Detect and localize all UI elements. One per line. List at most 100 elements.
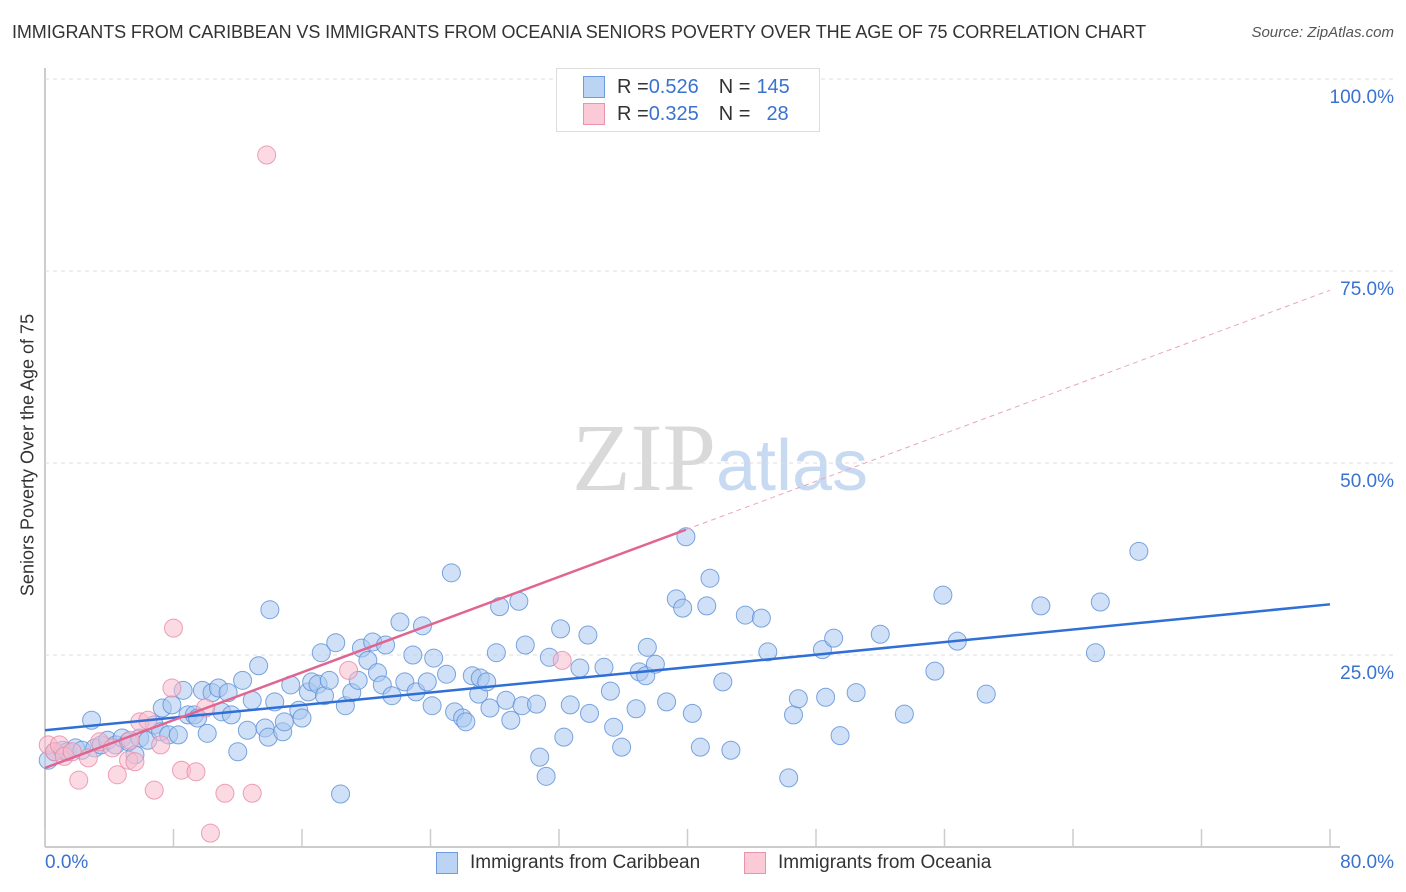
blue-data-point [1085,643,1105,663]
blue-data-point [657,692,677,712]
source-label: Source: ZipAtlas.com [1251,24,1394,41]
blue-data-point [249,656,269,676]
pink-data-point [552,650,572,670]
blue-data-point [673,598,693,618]
n-value: 145 [756,75,790,98]
pink-data-point [200,823,220,843]
blue-data-point [424,648,444,668]
legend-item-oceania: Immigrants from Oceania [744,852,991,874]
blue-data-point [162,695,182,715]
pink-data-point [186,762,206,782]
blue-data-point [758,642,778,662]
pink-data-point [162,678,182,698]
blue-data-point [1031,596,1051,616]
blue-data-point [578,625,598,645]
blue-data-point [530,747,550,767]
blue-data-point [626,699,646,719]
blue-data-point [551,619,571,639]
pink-data-point [257,145,277,165]
n-value: 28 [766,102,789,125]
blue-data-point [721,740,741,760]
blue-data-point [846,683,866,703]
pink-trend-extension [685,289,1331,531]
pink-swatch [583,103,605,125]
blue-data-point [933,585,953,605]
blue-data-point [480,698,500,718]
blue-data-point [311,643,331,663]
blue-data-point [735,605,755,625]
watermark: ZIPatlas [572,404,868,511]
blue-data-point [682,703,702,723]
blue-data-point [637,637,657,657]
blue-data-point [784,705,804,725]
blue-data-point [197,723,217,743]
blue-data-point [441,563,461,583]
blue-data-point [554,727,574,747]
blue-data-point [417,672,437,692]
pink-data-point [125,752,145,772]
legend-label: Immigrants from Oceania [778,852,992,873]
chart-title: IMMIGRANTS FROM CARIBBEAN VS IMMIGRANTS … [12,22,1147,42]
blue-data-point [331,784,351,804]
legend-row-oceania: R = 0.325 N = 28 [583,101,789,127]
blue-data-point [697,596,717,616]
blue-swatch [436,852,458,874]
y-tick-label: 100.0% [1329,87,1394,108]
blue-data-point [228,742,248,762]
blue-data-point [604,717,624,737]
n-label: N = [718,102,751,125]
blue-data-point [274,712,294,732]
blue-data-point [237,720,257,740]
x-tick-label: 80.0% [1340,852,1394,873]
blue-data-point [515,635,535,655]
blue-data-point [1090,592,1110,612]
r-value: 0.325 [648,102,699,125]
blue-data-point [168,725,188,745]
legend-row-caribbean: R = 0.526 N = 145 [583,74,790,100]
pink-data-point [107,765,127,785]
blue-data-point [403,645,423,665]
pink-swatch [744,852,766,874]
y-tick-label: 50.0% [1340,471,1394,492]
blue-data-point [560,695,580,715]
blue-data-point [816,687,836,707]
r-label: R = [617,102,649,125]
blue-data-point [501,710,521,730]
blue-data-point [456,712,476,732]
blue-data-point [870,624,890,644]
blue-data-point [824,628,844,648]
blue-data-point [594,657,614,677]
pink-data-point [215,783,235,803]
pink-data-point [151,735,171,755]
blue-data-point [600,681,620,701]
blue-data-point [580,703,600,723]
blue-data-point [690,737,710,757]
legend-item-caribbean: Immigrants from Caribbean [436,852,700,874]
blue-data-point [326,633,346,653]
pink-data-point [164,618,183,638]
blue-data-point [713,672,733,692]
blue-data-point [319,670,339,690]
blue-data-point [422,696,442,716]
blue-swatch [583,76,605,98]
blue-data-point [1129,541,1149,561]
blue-data-point [486,643,506,663]
blue-data-point [612,737,632,757]
blue-data-point [751,608,771,628]
blue-data-point [221,705,241,725]
blue-data-point [788,689,808,709]
blue-data-point [925,661,945,681]
blue-data-point [292,708,312,728]
blue-data-point [570,658,590,678]
y-tick-label: 75.0% [1340,279,1394,300]
blue-data-point [496,690,516,710]
blue-data-point [390,612,410,632]
legend-label: Immigrants from Caribbean [470,852,701,873]
r-value: 0.526 [648,75,699,98]
blue-data-point [260,600,280,620]
pink-data-point [339,660,359,680]
pink-data-point [69,770,89,790]
blue-data-point [527,694,547,714]
